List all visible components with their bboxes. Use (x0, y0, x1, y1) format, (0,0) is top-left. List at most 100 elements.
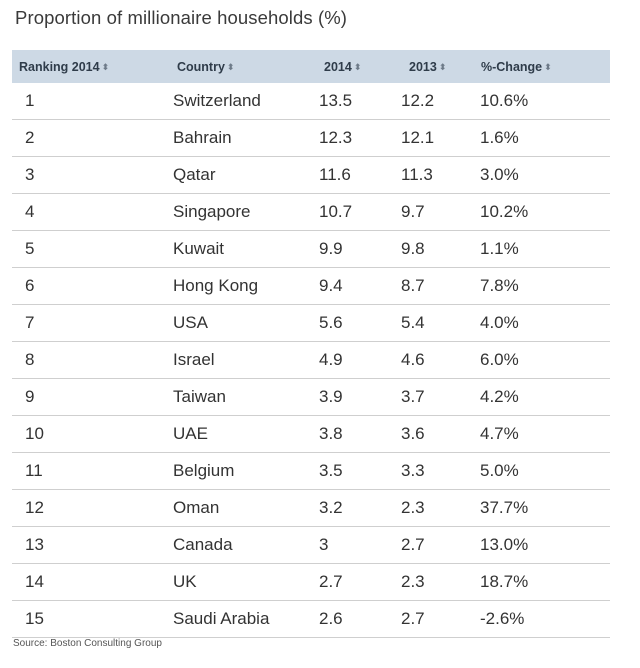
table-row: 5 Kuwait 9.9 9.8 1.1% (12, 230, 610, 268)
percent-change-cell: 6.0% (480, 341, 610, 379)
value-2014-cell: 2.7 (318, 563, 400, 601)
country-cell: UK (171, 563, 318, 601)
country-cell: Singapore (171, 193, 318, 231)
country-cell: Qatar (171, 156, 318, 194)
value-2014-cell: 2.6 (318, 600, 400, 638)
column-header-country[interactable]: Country ⬍ (171, 50, 318, 83)
value-2014-cell: 5.6 (318, 304, 400, 342)
table-row: 1 Switzerland 13.5 12.2 10.6% (12, 83, 610, 120)
column-header-label: Ranking 2014 (19, 59, 100, 74)
rank-cell: 14 (12, 563, 171, 601)
country-cell: Saudi Arabia (171, 600, 318, 638)
table-row: 4 Singapore 10.7 9.7 10.2% (12, 193, 610, 231)
column-header-label: 2014 (324, 59, 352, 74)
percent-change-cell: 13.0% (480, 526, 610, 564)
table-row: 15 Saudi Arabia 2.6 2.7 -2.6% (12, 600, 610, 638)
rank-cell: 4 (12, 193, 171, 231)
table-header-row: Ranking 2014 ⬍ Country ⬍ 2014 ⬍ 2013 ⬍ %-Cha… (12, 50, 610, 83)
value-2013-cell: 11.3 (400, 156, 480, 194)
column-header-2013[interactable]: 2013 ⬍ (400, 50, 480, 83)
value-2014-cell: 13.5 (318, 83, 400, 120)
rank-cell: 3 (12, 156, 171, 194)
source-note: Source: Boston Consulting Group (13, 638, 162, 649)
column-header-label: 2013 (409, 59, 437, 74)
rank-cell: 6 (12, 267, 171, 305)
value-2014-cell: 3.9 (318, 378, 400, 416)
sort-arrows-icon: ⬍ (544, 61, 552, 72)
millionaire-households-table: Ranking 2014 ⬍ Country ⬍ 2014 ⬍ 2013 ⬍ %-Cha… (12, 50, 610, 638)
sort-arrows-icon: ⬍ (101, 61, 110, 72)
percent-change-cell: 4.2% (480, 378, 610, 416)
sort-arrows-icon: ⬍ (226, 61, 235, 72)
column-header-ranking-2014[interactable]: Ranking 2014 ⬍ (12, 50, 171, 83)
value-2013-cell: 12.2 (400, 83, 480, 120)
value-2013-cell: 2.3 (400, 489, 480, 527)
country-cell: Belgium (171, 452, 318, 490)
rank-cell: 2 (12, 119, 171, 157)
country-cell: Bahrain (171, 119, 318, 157)
country-cell: Hong Kong (171, 267, 318, 305)
rank-cell: 9 (12, 378, 171, 416)
table-body: 1 Switzerland 13.5 12.2 10.6% 2 Bahrain 12.3 12.… (12, 83, 610, 638)
column-header-2014[interactable]: 2014 ⬍ (318, 50, 400, 83)
value-2013-cell: 12.1 (400, 119, 480, 157)
percent-change-cell: 18.7% (480, 563, 610, 601)
country-cell: Taiwan (171, 378, 318, 416)
percent-change-cell: 10.6% (480, 83, 610, 120)
value-2013-cell: 2.7 (400, 600, 480, 638)
value-2013-cell: 4.6 (400, 341, 480, 379)
rank-cell: 10 (12, 415, 171, 453)
rank-cell: 11 (12, 452, 171, 490)
value-2013-cell: 3.7 (400, 378, 480, 416)
table-row: 14 UK 2.7 2.3 18.7% (12, 563, 610, 601)
value-2013-cell: 3.3 (400, 452, 480, 490)
column-header-percent-change[interactable]: %-Change ⬍ (480, 50, 610, 83)
sort-arrows-icon: ⬍ (438, 61, 447, 72)
table-row: 11 Belgium 3.5 3.3 5.0% (12, 452, 610, 490)
rank-cell: 12 (12, 489, 171, 527)
rank-cell: 8 (12, 341, 171, 379)
table-row: 2 Bahrain 12.3 12.1 1.6% (12, 119, 610, 157)
rank-cell: 13 (12, 526, 171, 564)
country-cell: UAE (171, 415, 318, 453)
percent-change-cell: 10.2% (480, 193, 610, 231)
value-2013-cell: 2.3 (400, 563, 480, 601)
sort-arrows-icon: ⬍ (353, 61, 362, 72)
value-2014-cell: 3.8 (318, 415, 400, 453)
table-row: 6 Hong Kong 9.4 8.7 7.8% (12, 267, 610, 305)
value-2013-cell: 5.4 (400, 304, 480, 342)
country-cell: Oman (171, 489, 318, 527)
country-cell: Canada (171, 526, 318, 564)
percent-change-cell: 5.0% (480, 452, 610, 490)
percent-change-cell: -2.6% (480, 600, 610, 638)
value-2013-cell: 3.6 (400, 415, 480, 453)
value-2014-cell: 11.6 (318, 156, 400, 194)
percent-change-cell: 4.7% (480, 415, 610, 453)
rank-cell: 15 (12, 600, 171, 638)
percent-change-cell: 4.0% (480, 304, 610, 342)
value-2014-cell: 3.5 (318, 452, 400, 490)
value-2014-cell: 9.9 (318, 230, 400, 268)
table-row: 3 Qatar 11.6 11.3 3.0% (12, 156, 610, 194)
table-row: 9 Taiwan 3.9 3.7 4.2% (12, 378, 610, 416)
percent-change-cell: 37.7% (480, 489, 610, 527)
column-header-label: %-Change (481, 59, 543, 74)
table-row: 13 Canada 3 2.7 13.0% (12, 526, 610, 564)
chart-title: Proportion of millionaire households (%) (15, 7, 348, 28)
table-row: 12 Oman 3.2 2.3 37.7% (12, 489, 610, 527)
value-2014-cell: 3 (318, 526, 400, 564)
percent-change-cell: 1.1% (480, 230, 610, 268)
rank-cell: 7 (12, 304, 171, 342)
country-cell: Kuwait (171, 230, 318, 268)
table-row: 7 USA 5.6 5.4 4.0% (12, 304, 610, 342)
value-2013-cell: 2.7 (400, 526, 480, 564)
percent-change-cell: 1.6% (480, 119, 610, 157)
value-2014-cell: 10.7 (318, 193, 400, 231)
country-cell: USA (171, 304, 318, 342)
table-row: 8 Israel 4.9 4.6 6.0% (12, 341, 610, 379)
value-2014-cell: 4.9 (318, 341, 400, 379)
value-2013-cell: 8.7 (400, 267, 480, 305)
value-2014-cell: 9.4 (318, 267, 400, 305)
rank-cell: 5 (12, 230, 171, 268)
rank-cell: 1 (12, 83, 171, 120)
